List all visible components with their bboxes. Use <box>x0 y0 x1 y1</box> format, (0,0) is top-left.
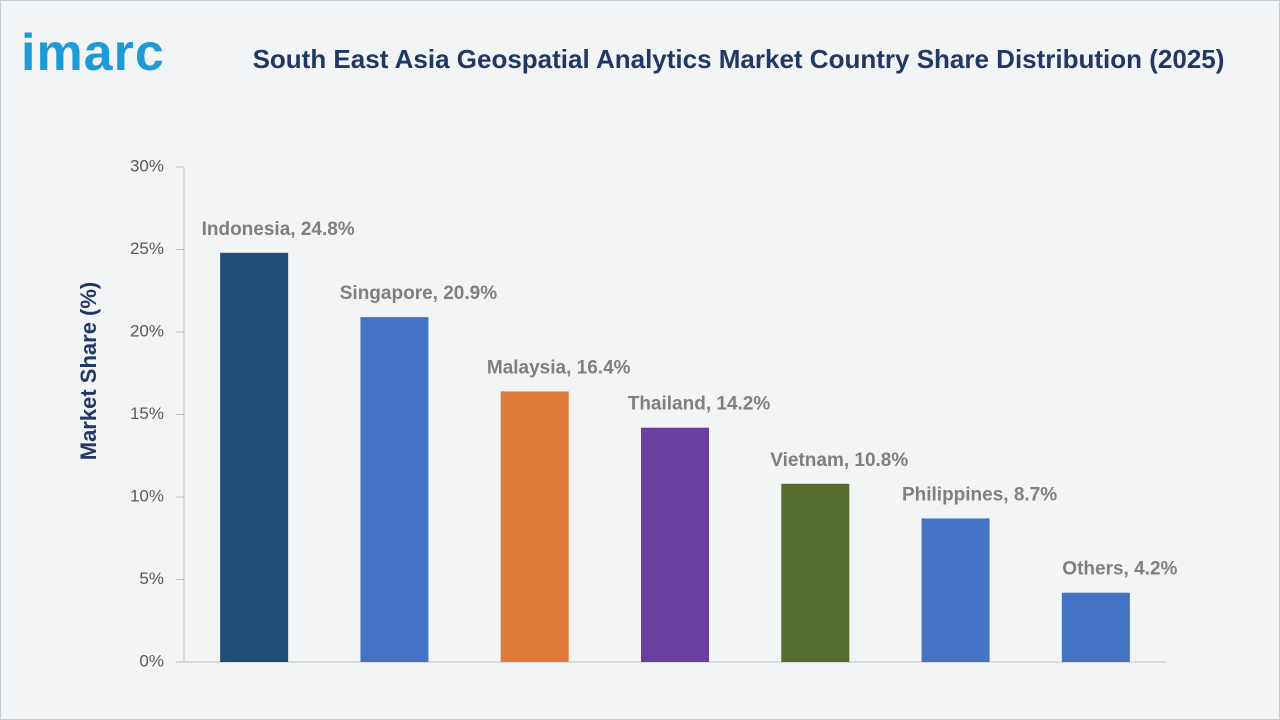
bar <box>921 518 990 662</box>
data-label: Singapore, 20.9% <box>340 283 497 304</box>
bar <box>220 252 289 663</box>
y-tick-label: 5% <box>139 569 164 588</box>
bar <box>1061 592 1130 662</box>
y-axis-label: Market Share (%) <box>76 282 101 461</box>
bar <box>781 483 850 662</box>
y-tick-label: 0% <box>139 651 164 670</box>
bar <box>360 317 429 662</box>
y-tick-label: 10% <box>130 486 164 505</box>
data-label: Thailand, 14.2% <box>628 394 771 415</box>
data-label: Malaysia, 16.4% <box>487 357 631 378</box>
y-tick-label: 15% <box>130 404 164 423</box>
data-label: Philippines, 8.7% <box>902 484 1057 505</box>
logo: imarc <box>21 24 165 82</box>
y-tick-label: 25% <box>130 239 164 258</box>
bar <box>641 427 709 662</box>
y-tick-label: 30% <box>130 156 164 175</box>
data-label: Vietnam, 10.8% <box>770 450 908 471</box>
data-label: Indonesia, 24.8% <box>202 219 355 240</box>
chart-title: South East Asia Geospatial Analytics Mar… <box>252 44 1225 74</box>
bar <box>500 391 569 662</box>
y-tick-label: 20% <box>130 321 164 340</box>
data-label: Others, 4.2% <box>1062 559 1177 580</box>
